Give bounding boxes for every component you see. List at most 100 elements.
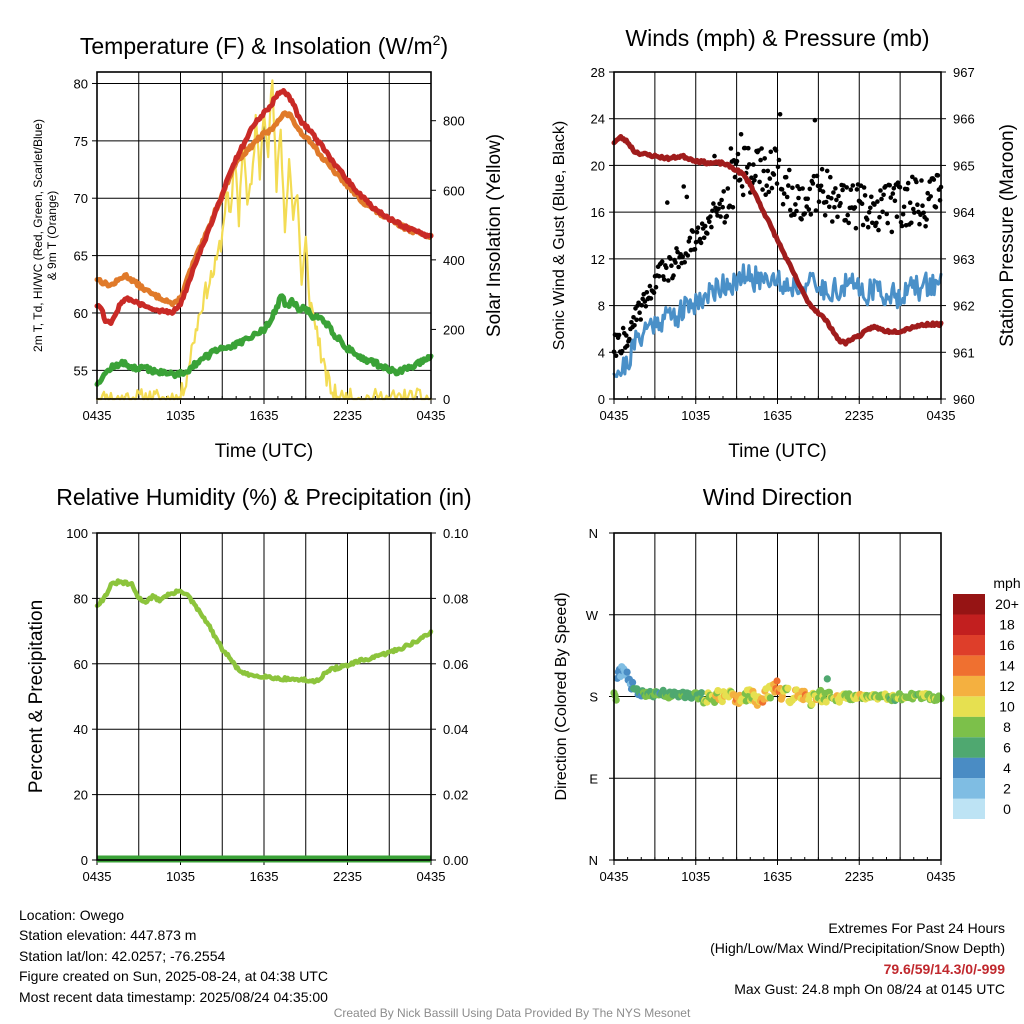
gust-point: [923, 224, 928, 229]
gust-point: [625, 343, 630, 349]
y-tick-label-left: 60: [74, 306, 88, 321]
gust-point: [833, 186, 838, 191]
y-tick-label-right: 800: [443, 114, 465, 129]
gust-point: [707, 219, 712, 225]
series-line-1: [94, 578, 434, 685]
colorbar-label: 18: [999, 617, 1015, 633]
gust-point: [885, 220, 890, 226]
gust-point: [899, 223, 905, 229]
gust-point: [911, 206, 916, 212]
gust-point: [638, 317, 643, 322]
gust-point: [716, 206, 721, 212]
colorbar-label: 16: [999, 637, 1015, 653]
series-line-3: [94, 293, 434, 387]
gust-point: [737, 177, 743, 183]
gust-point: [656, 273, 662, 279]
y-tick-label-left: 12: [591, 252, 605, 267]
gust-point: [648, 296, 654, 301]
chart-panel-4: 0435 1035 1635 2235 0435 Wind Direction N E S W N D…: [553, 484, 1021, 884]
gust-point: [812, 117, 818, 123]
colorbar-title: mph: [993, 575, 1020, 591]
gust-point: [878, 188, 883, 193]
plot-frame: [96, 71, 432, 400]
direction-point: [623, 668, 631, 676]
y-tick-label-right: 0.10: [443, 526, 468, 541]
x-tick-label: 1035: [681, 408, 710, 423]
gust-point: [767, 176, 773, 181]
extremes-panel: Extremes For Past 24 Hours (High/Low/Max…: [710, 918, 1005, 1000]
gust-point: [919, 178, 924, 183]
gust-point: [681, 184, 686, 189]
recent-timestamp: Most recent data timestamp: 2025/08/24 0…: [19, 988, 328, 1005]
gust-point: [701, 235, 707, 241]
gust-point: [720, 204, 725, 210]
y-tick-label-left: 8: [598, 299, 605, 314]
gust-point: [651, 290, 657, 296]
gust-point: [917, 221, 922, 227]
gust-point: [881, 192, 886, 198]
gust-point: [661, 277, 667, 282]
y-tick-label-left: 4: [598, 345, 605, 360]
gust-point: [674, 246, 679, 251]
y-tick-label-left: 100: [66, 526, 88, 541]
gust-point: [802, 211, 807, 216]
gust-point: [928, 194, 933, 199]
direction-point: [629, 678, 637, 687]
gust-point: [702, 223, 708, 229]
gust-point: [746, 145, 751, 151]
gust-point: [644, 290, 650, 295]
gust-point: [824, 168, 830, 174]
gust-point: [866, 210, 872, 215]
direction-points: [610, 663, 945, 710]
y-tick-label-right: 964: [953, 205, 975, 220]
gust-point: [792, 212, 797, 217]
gust-point: [793, 202, 798, 207]
direction-point: [784, 684, 792, 692]
y-tick-label-left: 55: [74, 363, 88, 378]
colorbar-label: 12: [999, 678, 1015, 694]
gust-point: [690, 229, 696, 234]
gust-point: [774, 181, 780, 186]
gust-point: [838, 200, 843, 206]
gust-point: [828, 174, 833, 180]
gust-point: [708, 214, 713, 219]
y-tick-label-right: 967: [953, 65, 975, 80]
gust-point: [807, 186, 813, 192]
plot-frame: [613, 71, 942, 400]
gust-point: [813, 208, 819, 213]
gust-point: [751, 162, 756, 167]
gust-point: [757, 179, 762, 185]
colorbar-label: 2: [1003, 780, 1011, 796]
gust-point: [935, 173, 941, 178]
gust-point: [629, 320, 634, 325]
gust-point: [890, 191, 896, 196]
gust-point: [889, 229, 895, 235]
y-tick-label-left: 75: [74, 134, 88, 149]
chart-title: Temperature (F) & Insolation (W/m2): [80, 32, 448, 59]
gust-point: [814, 173, 820, 179]
y-tick-label-left: S: [589, 690, 598, 705]
gust-point: [761, 168, 766, 174]
gust-point: [898, 220, 904, 225]
gust-point: [914, 179, 919, 185]
gust-point: [931, 177, 937, 182]
gust-point: [775, 164, 781, 170]
y-tick-label-right: 600: [443, 183, 465, 198]
gust-point: [879, 196, 884, 202]
gust-point: [738, 132, 744, 137]
gust-point: [786, 183, 791, 188]
colorbar-swatch: [953, 614, 985, 635]
gust-point: [728, 146, 734, 151]
gust-point: [794, 208, 799, 214]
y-tick-label-left: 20: [591, 158, 605, 173]
gust-point: [671, 273, 676, 278]
gust-point: [732, 174, 738, 180]
gust-point: [773, 148, 779, 153]
y-axis-label-left-line-2: & 9m T (Orange): [45, 191, 59, 281]
chart-title: Relative Humidity (%) & Precipitation (i…: [56, 484, 471, 510]
gust-point: [904, 186, 910, 192]
max-gust: Max Gust: 24.8 mph On 08/24 at 0145 UTC: [734, 981, 1005, 998]
series-line-2: [94, 88, 434, 326]
gust-point: [752, 177, 757, 183]
